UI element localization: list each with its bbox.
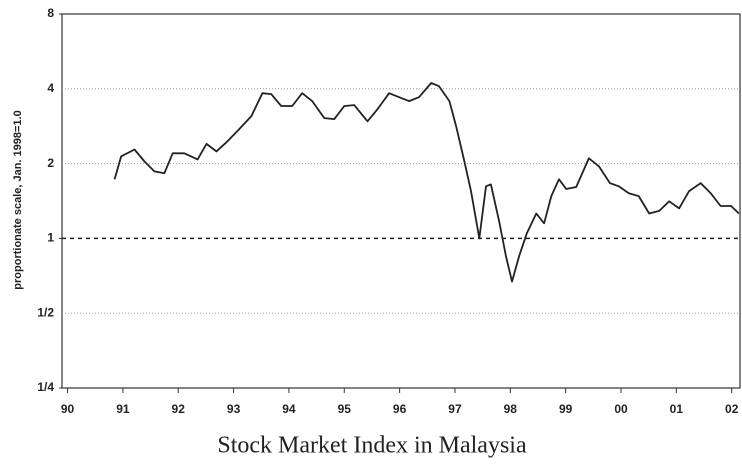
chart-title: Stock Market Index in Malaysia xyxy=(217,433,527,459)
x-tick-label: 02 xyxy=(725,402,739,416)
x-tick-label: 99 xyxy=(559,402,573,416)
x-tick-label: 01 xyxy=(670,402,684,416)
line xyxy=(113,82,740,283)
plot-frame xyxy=(61,13,741,389)
x-tick-label: 91 xyxy=(116,402,130,416)
x-tick-label: 92 xyxy=(172,402,186,416)
x-tick-label: 94 xyxy=(282,402,296,416)
y-tick-label: 1/4 xyxy=(37,380,54,394)
x-tick-label: 95 xyxy=(338,402,352,416)
x-tick-label: 90 xyxy=(61,402,75,416)
y-tick-label: 1 xyxy=(47,231,54,245)
x-tick-label: 97 xyxy=(448,402,462,416)
x-tick-label: 98 xyxy=(504,402,518,416)
x-tick-label: 00 xyxy=(614,402,628,416)
y-tick-label: 1/2 xyxy=(37,305,54,319)
y-tick-label: 8 xyxy=(47,6,54,20)
y-tick-label: 4 xyxy=(47,81,54,95)
y-axis-label: proportionate scale, Jan. 1998=1.0 xyxy=(12,110,24,289)
x-tick-label: 96 xyxy=(393,402,407,416)
x-tick-label: 93 xyxy=(227,402,241,416)
y-tick-label: 2 xyxy=(47,156,54,170)
